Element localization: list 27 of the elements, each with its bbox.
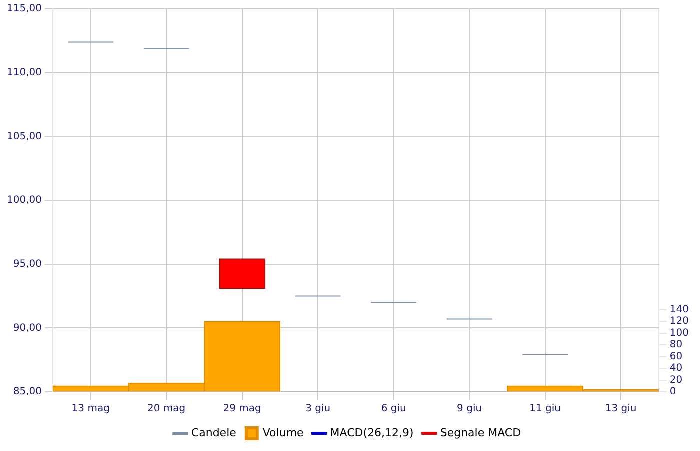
y2-tick-label: 100 [670, 328, 690, 339]
y-tick-label: 85,00 [13, 386, 42, 398]
x-tick-label: 3 giu [306, 404, 331, 415]
legend-label: Segnale MACD [440, 426, 522, 440]
x-tick-label: 13 giu [605, 404, 637, 415]
x-tick-label: 9 giu [457, 404, 482, 415]
y-tick-label: 105,00 [6, 131, 42, 142]
x-tick-label: 11 giu [530, 404, 561, 415]
x-tick-label: 6 giu [381, 404, 406, 415]
y2-tick-label: 0 [670, 386, 676, 398]
y-tick-label: 115,00 [6, 4, 42, 15]
y-tick-label: 90,00 [13, 322, 42, 334]
y2-tick-label: 20 [670, 374, 683, 386]
y2-tick-label: 140 [670, 304, 690, 316]
y-tick-label: 95,00 [13, 258, 42, 270]
y-tick-label: 100,00 [6, 195, 42, 206]
y2-tick-label: 120 [670, 316, 690, 328]
y2-tick-label: 80 [670, 340, 683, 351]
x-tick-label: 20 mag [148, 404, 186, 415]
legend-label: Candele [191, 426, 237, 440]
y2-tick-label: 60 [670, 351, 683, 362]
x-tick-label: 13 mag [72, 404, 110, 415]
y-tick-label: 110,00 [6, 67, 42, 78]
x-tick-label: 29 mag [223, 404, 262, 415]
legend-label: MACD(26,12,9) [330, 426, 414, 440]
y2-tick-label: 40 [670, 363, 683, 374]
legend-label: Volume [262, 426, 304, 440]
